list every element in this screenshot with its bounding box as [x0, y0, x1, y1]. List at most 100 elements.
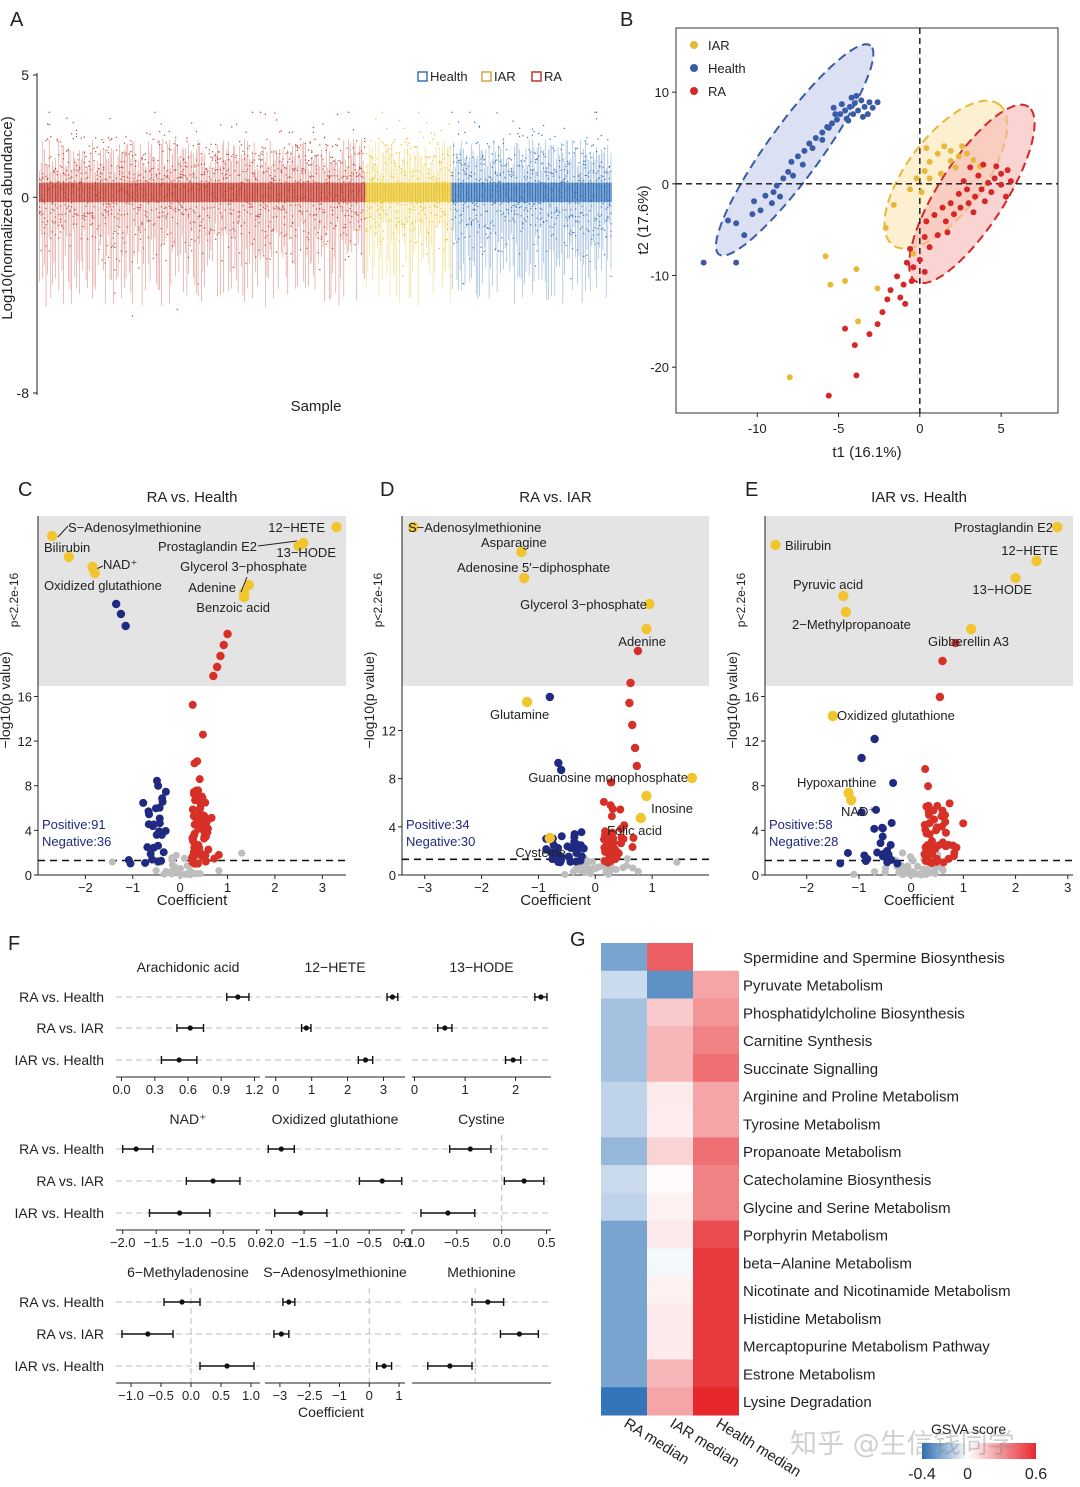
panel-a-box — [187, 182, 190, 203]
panel-e-point-down — [889, 778, 898, 787]
panel-e-point-down — [857, 808, 866, 817]
panel-a-point — [309, 164, 311, 166]
panel-a-point — [541, 134, 543, 136]
panel-a-box — [557, 182, 559, 203]
panel-g-cell — [693, 1137, 739, 1166]
panel-a-sample-health — [552, 144, 554, 251]
panel-c-point-down — [154, 781, 163, 790]
panel-a-sample-health — [608, 165, 611, 223]
panel-a-point — [232, 266, 234, 269]
panel-a-sample-health — [510, 159, 513, 234]
panel-a-box — [443, 182, 445, 203]
panel-c-x-tick-label: 3 — [319, 880, 326, 895]
panel-a-point — [406, 144, 409, 147]
panel-a-sample-ra — [59, 141, 62, 233]
panel-a-point — [101, 138, 103, 141]
panel-d-point-labeled — [641, 623, 652, 635]
panel-c-point-label: Bilirubin — [44, 540, 90, 555]
panel-e-point-label: Pyruvic acid — [793, 577, 863, 592]
panel-a-point — [130, 150, 132, 153]
panel-e-point-up — [945, 799, 954, 808]
panel-g-cell — [693, 1220, 739, 1249]
panel-a-point — [347, 255, 350, 258]
panel-a-sample-ra — [123, 142, 126, 289]
panel-a-box — [315, 182, 318, 203]
panel-b-point-ra — [842, 325, 849, 332]
panel-a-point — [176, 308, 178, 311]
panel-a-box — [167, 182, 169, 203]
panel-c-point-up — [214, 850, 223, 859]
panel-b-point-ra — [980, 161, 987, 168]
panel-a-point — [486, 227, 489, 229]
panel-a-point — [304, 142, 306, 144]
panel-f-sub-7-x-tick-label: 0.0 — [182, 1388, 200, 1403]
panel-a-sample-health — [472, 150, 474, 262]
panel-a-sample-health — [547, 149, 550, 300]
panel-a-box — [42, 182, 44, 203]
panel-a-point — [45, 164, 47, 166]
panel-f-sub-2-x-tick-label: 3 — [380, 1082, 387, 1097]
panel-d-point-extreme — [625, 698, 634, 708]
panel-e-point-down — [886, 841, 895, 850]
panel-a-box — [498, 182, 500, 203]
panel-b-point-iar — [923, 145, 930, 152]
panel-d-point-up — [606, 801, 615, 810]
panel-b-legend-key — [690, 87, 698, 95]
panel-d-point-ns — [586, 869, 594, 878]
panel-a-sample-ra — [130, 140, 132, 292]
panel-a-sample-ra — [280, 130, 283, 253]
panel-d-point-up — [617, 839, 626, 848]
panel-a-sample-ra — [96, 146, 98, 236]
panel-a-box — [192, 182, 194, 203]
panel-b-point-health — [845, 117, 852, 124]
panel-a-box — [493, 182, 495, 203]
panel-a-box — [442, 182, 444, 203]
panel-a-point — [437, 144, 439, 146]
panel-a-point — [475, 142, 477, 145]
panel-a-point — [211, 151, 214, 153]
panel-a-box — [322, 182, 324, 203]
panel-b-point-ra — [947, 200, 954, 207]
panel-a-box — [356, 182, 358, 203]
panel-a-box — [597, 182, 599, 203]
panel-a-box — [101, 182, 103, 203]
panel-a-point — [95, 151, 97, 153]
panel-c-point-extreme — [219, 640, 228, 650]
panel-a-box — [311, 182, 313, 203]
panel-g-cell — [601, 1359, 647, 1388]
panel-a-sample-ra — [275, 119, 278, 253]
panel-a-box — [375, 182, 377, 203]
panel-f-sub-7-estimate — [179, 1299, 185, 1305]
panel-a-sample-ra — [117, 155, 119, 277]
panel-f-sub-6-estimate — [521, 1178, 527, 1184]
panel-c-point-up — [194, 846, 203, 855]
panel-a-box — [83, 182, 86, 203]
panel-f-sub-6-estimate — [467, 1146, 473, 1152]
panel-a-point — [541, 151, 543, 153]
panel-f-sub-4-x-tick-label: −2.0 — [110, 1235, 136, 1250]
panel-f-sub-8-x-tick-label: 0 — [366, 1388, 373, 1403]
panel-a-sample-ra — [80, 137, 82, 262]
panel-a-box — [567, 182, 569, 203]
panel-a-box — [256, 182, 259, 203]
panel-a-point — [219, 124, 222, 126]
panel-e-point-down — [878, 824, 887, 833]
panel-f-sub-2-x-tick-label: 0 — [272, 1082, 279, 1097]
panel-a-point — [608, 166, 610, 168]
panel-a-sample-iar — [414, 146, 417, 244]
panel-b-point-health — [825, 124, 832, 131]
panel-f-row-label: RA vs. IAR — [36, 1173, 104, 1189]
panel-c-point-ns — [174, 868, 182, 876]
panel-a-point — [478, 126, 481, 128]
panel-a-sample-ra — [202, 150, 204, 273]
panel-a-box — [602, 182, 604, 203]
panel-a-box — [499, 182, 501, 203]
panel-a-point — [261, 153, 263, 155]
panel-a-point — [72, 138, 74, 140]
panel-a-point — [483, 250, 485, 253]
panel-b-y-tick-label: 10 — [655, 85, 669, 100]
panel-a-box — [295, 182, 297, 203]
panel-a-box — [234, 182, 236, 203]
panel-f-sub-7-estimate — [224, 1363, 230, 1369]
panel-a-sample-health — [491, 153, 493, 287]
